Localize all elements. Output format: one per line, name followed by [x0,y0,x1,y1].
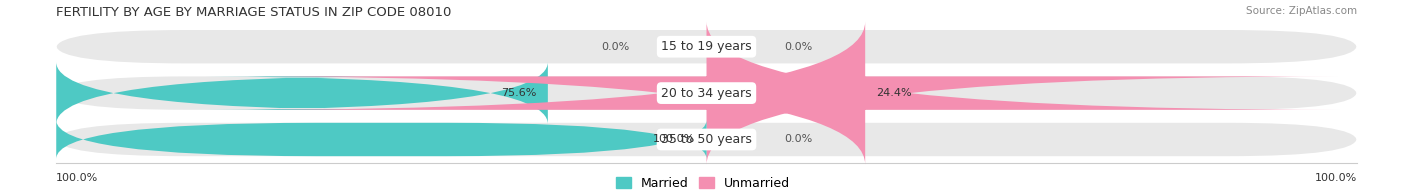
Text: 100.0%: 100.0% [1315,173,1357,183]
Text: Source: ZipAtlas.com: Source: ZipAtlas.com [1246,6,1357,16]
Legend: Married, Unmarried: Married, Unmarried [616,177,790,190]
Text: 100.0%: 100.0% [56,173,98,183]
FancyBboxPatch shape [56,30,1357,64]
FancyBboxPatch shape [56,76,1357,110]
Text: 24.4%: 24.4% [876,88,912,98]
FancyBboxPatch shape [56,123,1357,156]
FancyBboxPatch shape [232,22,1339,165]
FancyBboxPatch shape [56,120,706,159]
Text: 0.0%: 0.0% [600,42,630,52]
FancyBboxPatch shape [56,62,548,124]
Text: 20 to 34 years: 20 to 34 years [661,87,752,100]
Text: 100.0%: 100.0% [652,134,695,144]
Text: FERTILITY BY AGE BY MARRIAGE STATUS IN ZIP CODE 08010: FERTILITY BY AGE BY MARRIAGE STATUS IN Z… [56,6,451,19]
Text: 35 to 50 years: 35 to 50 years [661,133,752,146]
Text: 15 to 19 years: 15 to 19 years [661,40,752,53]
Text: 0.0%: 0.0% [785,134,813,144]
Text: 75.6%: 75.6% [501,88,537,98]
Text: 0.0%: 0.0% [785,42,813,52]
